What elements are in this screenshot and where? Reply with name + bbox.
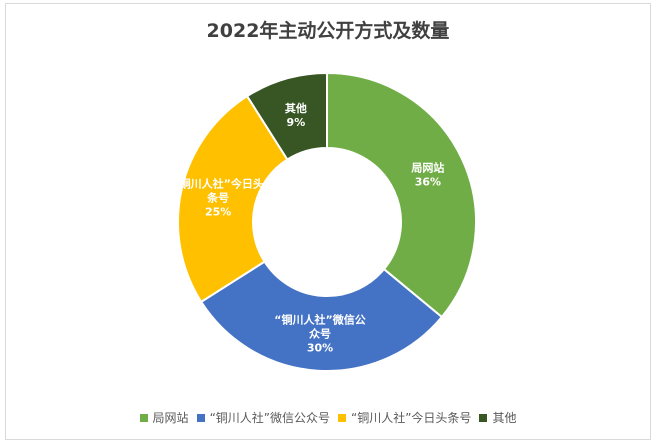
slice-percent-label: 25% bbox=[205, 206, 231, 219]
donut-slice bbox=[245, 71, 328, 161]
slice-data-label: “铜川人社”微信公众号 30% bbox=[274, 312, 365, 354]
legend-item: “铜川人社”今日头条号 bbox=[338, 409, 471, 426]
donut-slice bbox=[326, 71, 477, 319]
slice-name-label: “铜川人社”今日头 bbox=[172, 177, 263, 191]
legend-label: 其他 bbox=[492, 411, 517, 425]
slice-data-label: 局网站 36% bbox=[410, 161, 444, 189]
legend-swatch bbox=[139, 414, 148, 422]
legend-label: “铜川人社”微信公众号 bbox=[209, 411, 330, 425]
slice-percent-label: 30% bbox=[307, 341, 333, 354]
chart-title: 2022年主动公开方式及数量 bbox=[206, 20, 450, 42]
slice-name-label: 其他 bbox=[285, 101, 307, 115]
legend-swatch bbox=[338, 414, 346, 422]
slice-name-label: “铜川人社”微信公 bbox=[274, 312, 365, 326]
slice-name-label: 众号 bbox=[309, 326, 331, 340]
chart-area: 2022年主动公开方式及数量 局网站 36% “铜川人社”微信公众号 30% “铜川人社… bbox=[5, 3, 651, 440]
legend-label: 局网站 bbox=[152, 411, 189, 425]
slice-percent-label: 36% bbox=[415, 176, 441, 189]
legend-label: “铜川人社”今日头条号 bbox=[351, 411, 472, 425]
legend-item: 其他 bbox=[479, 409, 516, 426]
legend: 局网站 “铜川人社”微信公众号 “铜川人社”今日头条号 其他 bbox=[6, 409, 650, 426]
donut-slice bbox=[199, 260, 444, 372]
slice-name-label: 条号 bbox=[206, 191, 229, 205]
slice-data-label: 其他 9% bbox=[285, 101, 307, 129]
legend-swatch bbox=[479, 414, 488, 422]
legend-swatch bbox=[196, 414, 205, 422]
donut-slice bbox=[177, 94, 289, 304]
legend-item: “铜川人社”微信公众号 bbox=[196, 409, 330, 426]
slice-name-label: 局网站 bbox=[410, 161, 444, 175]
donut-chart: 局网站 36% “铜川人社”微信公众号 30% “铜川人社”今日头条号 25% 其他 9% bbox=[172, 71, 477, 372]
slice-percent-label: 9% bbox=[287, 116, 306, 129]
slice-data-label: “铜川人社”今日头条号 25% bbox=[172, 177, 263, 219]
legend-item: 局网站 bbox=[139, 409, 189, 426]
